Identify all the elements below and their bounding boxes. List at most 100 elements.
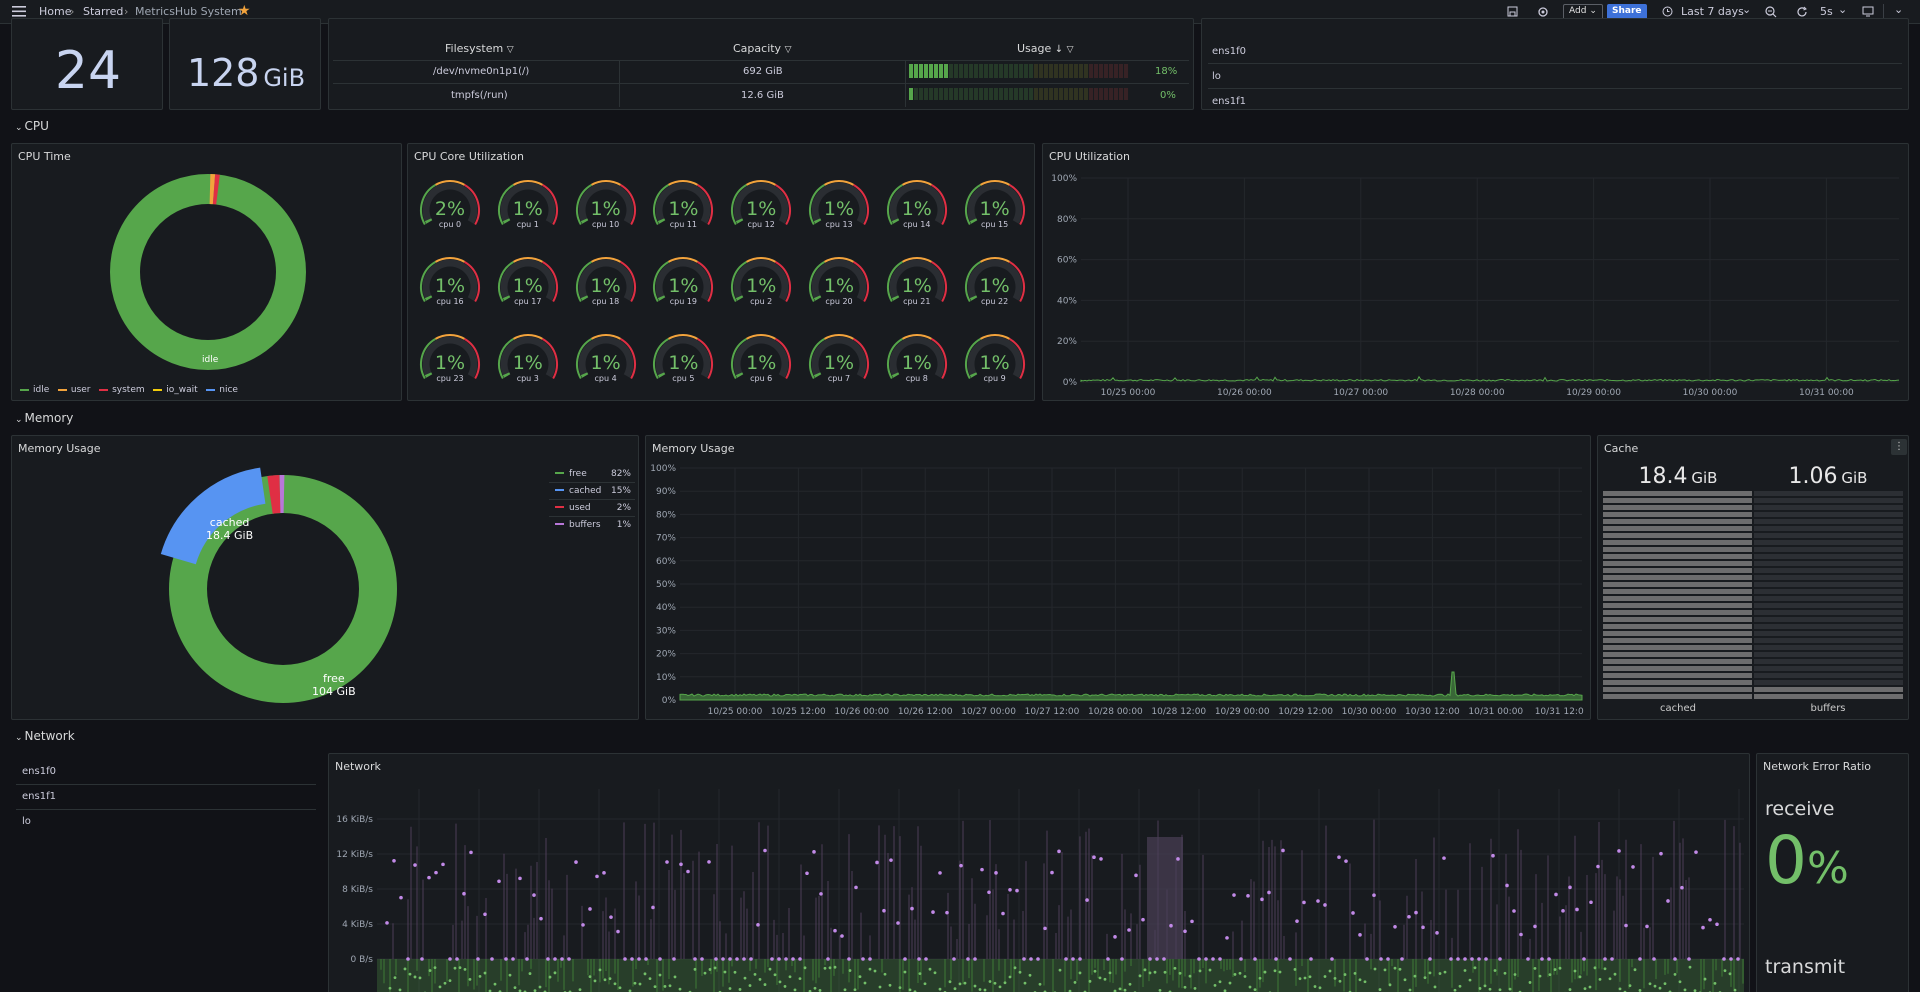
column-header-filesystem[interactable]: Filesystem ▽ (445, 42, 514, 55)
gauge-label: cpu 12 (747, 220, 775, 229)
bar-segment (1754, 582, 1903, 587)
data-point (1413, 974, 1417, 978)
save-icon[interactable] (1507, 6, 1518, 20)
data-point (1023, 981, 1027, 985)
legend-item-nice[interactable]: nice (206, 385, 238, 395)
data-point (1330, 957, 1334, 961)
cpu-gauge: 1% cpu 15 (959, 176, 1031, 240)
cpu-gauge: 1% cpu 19 (647, 253, 719, 317)
data-point (1633, 968, 1637, 972)
refresh-icon[interactable] (1796, 6, 1808, 21)
data-point (1333, 976, 1337, 980)
header-label: Filesystem (445, 42, 504, 55)
x-tick-label: 10/29 12:00 (1278, 707, 1333, 717)
y-tick-label: 40% (1057, 296, 1077, 306)
y-tick-label: 20% (656, 650, 676, 660)
data-point (828, 966, 832, 970)
data-point (1491, 853, 1495, 858)
chevron-down-icon[interactable]: ⌄ (1894, 3, 1904, 16)
cpu-gauge: 1% cpu 9 (959, 330, 1031, 394)
share-button[interactable]: Share (1607, 4, 1647, 20)
panel-menu-icon[interactable]: ⋮ (1891, 439, 1907, 455)
filter-icon[interactable]: ▽ (1066, 45, 1074, 55)
interface-item-lo[interactable]: lo (1212, 71, 1221, 82)
sort-desc-icon[interactable]: ↓ (1054, 44, 1064, 55)
data-point (1398, 967, 1402, 971)
legend-label: io_wait (166, 385, 198, 395)
data-point (733, 970, 737, 974)
legend-item-user[interactable]: user (57, 385, 91, 395)
breadcrumb-starred[interactable]: Starred (83, 5, 124, 18)
chevron-down-icon[interactable]: ⌄ (1838, 3, 1848, 16)
settings-icon[interactable] (1537, 6, 1549, 21)
data-point (1512, 909, 1516, 913)
gauge-label: cpu 22 (980, 297, 1009, 306)
refresh-interval-picker[interactable]: 5s (1820, 5, 1833, 18)
data-point (868, 967, 872, 971)
gauge-value: 1% (590, 198, 621, 220)
legend-item-free[interactable]: free 82% (549, 466, 635, 483)
data-point (553, 957, 557, 961)
interface-item-lo[interactable]: lo (22, 816, 31, 827)
gauge-label: cpu 11 (669, 220, 698, 229)
legend-item-system[interactable]: system (99, 385, 145, 395)
data-point (1211, 957, 1215, 961)
data-point (1232, 893, 1236, 897)
gauge-label: cpu 14 (903, 220, 931, 229)
y-tick-label: 100% (650, 464, 676, 474)
column-header-capacity[interactable]: Capacity ▽ (733, 42, 792, 55)
data-point (1703, 977, 1707, 981)
row-header-network[interactable]: ⌄ Network (15, 729, 75, 743)
bar-segment (1603, 554, 1752, 559)
filter-icon[interactable]: ▽ (784, 45, 792, 55)
menu-icon[interactable] (12, 6, 26, 17)
data-point (1383, 968, 1387, 972)
breadcrumb-home[interactable]: Home (39, 5, 72, 18)
legend-item-io-wait[interactable]: io_wait (153, 385, 198, 395)
legend-value: 82% (610, 469, 631, 479)
cpu-count-stat-panel: 24 (11, 18, 163, 110)
bar-segment (944, 88, 948, 100)
data-point (1183, 929, 1187, 934)
interface-item-ens1f1[interactable]: ens1f1 (22, 791, 56, 802)
row-header-cpu[interactable]: ⌄ CPU (15, 119, 49, 133)
gauge-value: 1% (746, 352, 777, 374)
legend-item-used[interactable]: used 2% (549, 500, 635, 517)
data-point (938, 871, 942, 875)
time-range-picker[interactable]: Last 7 days (1681, 5, 1744, 18)
bar-segment (1094, 88, 1098, 100)
interface-item-ens1f1[interactable]: ens1f1 (1212, 96, 1246, 107)
data-point (1190, 919, 1194, 924)
data-point (1208, 968, 1212, 972)
star-icon[interactable]: ★ (238, 3, 251, 19)
chevron-down-icon[interactable]: ⌄ (1742, 3, 1752, 16)
tv-mode-icon[interactable] (1862, 6, 1874, 20)
data-point (858, 975, 862, 979)
gauge-value: 1% (668, 275, 699, 297)
zoom-out-icon[interactable] (1765, 6, 1777, 21)
filter-icon[interactable]: ▽ (506, 45, 514, 55)
legend-item-cached[interactable]: cached 15% (549, 483, 635, 500)
column-header-usage[interactable]: Usage ↓ ▽ (1017, 42, 1074, 55)
data-point (643, 972, 647, 976)
data-point (1169, 923, 1173, 928)
data-point (1673, 957, 1677, 961)
bar-segment (939, 88, 943, 100)
data-point (448, 979, 452, 983)
legend-item-idle[interactable]: idle (20, 385, 49, 395)
data-point (567, 957, 571, 961)
data-point (873, 969, 877, 973)
data-point (883, 972, 887, 976)
legend-item-buffers[interactable]: buffers 1% (549, 517, 635, 534)
interface-item-ens1f0[interactable]: ens1f0 (1212, 46, 1246, 57)
filesystem-panel: Filesystem ▽ Capacity ▽ Usage ↓ ▽ /dev/n… (328, 18, 1194, 110)
bar-segment (1754, 498, 1903, 503)
data-point (1519, 932, 1523, 937)
cpu-gauge: 1% cpu 8 (881, 330, 953, 394)
data-point (1477, 957, 1481, 961)
row-header-memory[interactable]: ⌄ Memory (15, 411, 73, 425)
gauge-value: 1% (901, 352, 932, 374)
network-error-ratio-panel: Network Error Ratio receive 0% transmit (1756, 753, 1909, 992)
pie-label-free: free 104 GiB (312, 672, 356, 698)
interface-item-ens1f0[interactable]: ens1f0 (22, 766, 56, 777)
